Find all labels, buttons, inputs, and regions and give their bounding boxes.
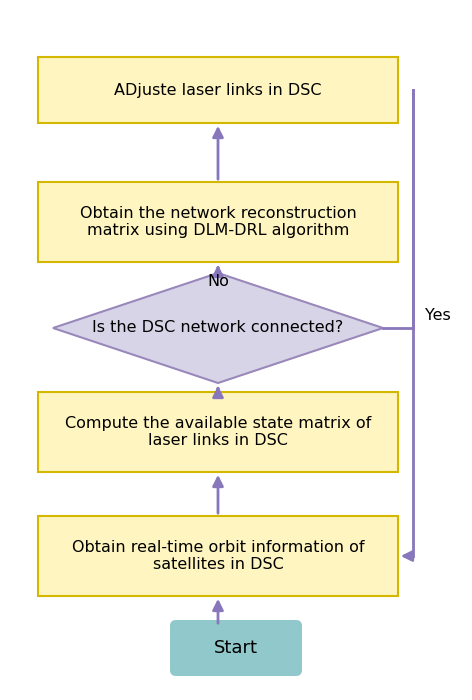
Text: Is the DSC network connected?: Is the DSC network connected? xyxy=(93,321,344,335)
Text: ADjuste laser links in DSC: ADjuste laser links in DSC xyxy=(114,83,322,97)
FancyBboxPatch shape xyxy=(38,57,398,123)
Text: Compute the available state matrix of
laser links in DSC: Compute the available state matrix of la… xyxy=(65,416,371,448)
FancyBboxPatch shape xyxy=(38,182,398,262)
Text: Obtain real-time orbit information of
satellites in DSC: Obtain real-time orbit information of sa… xyxy=(72,540,364,572)
Text: No: No xyxy=(207,274,229,290)
FancyBboxPatch shape xyxy=(170,620,302,676)
Text: Yes: Yes xyxy=(425,307,451,323)
Polygon shape xyxy=(53,273,383,383)
FancyBboxPatch shape xyxy=(38,516,398,596)
FancyBboxPatch shape xyxy=(38,392,398,472)
Text: Obtain the network reconstruction
matrix using DLM-DRL algorithm: Obtain the network reconstruction matrix… xyxy=(80,206,356,238)
Text: Start: Start xyxy=(214,639,258,657)
